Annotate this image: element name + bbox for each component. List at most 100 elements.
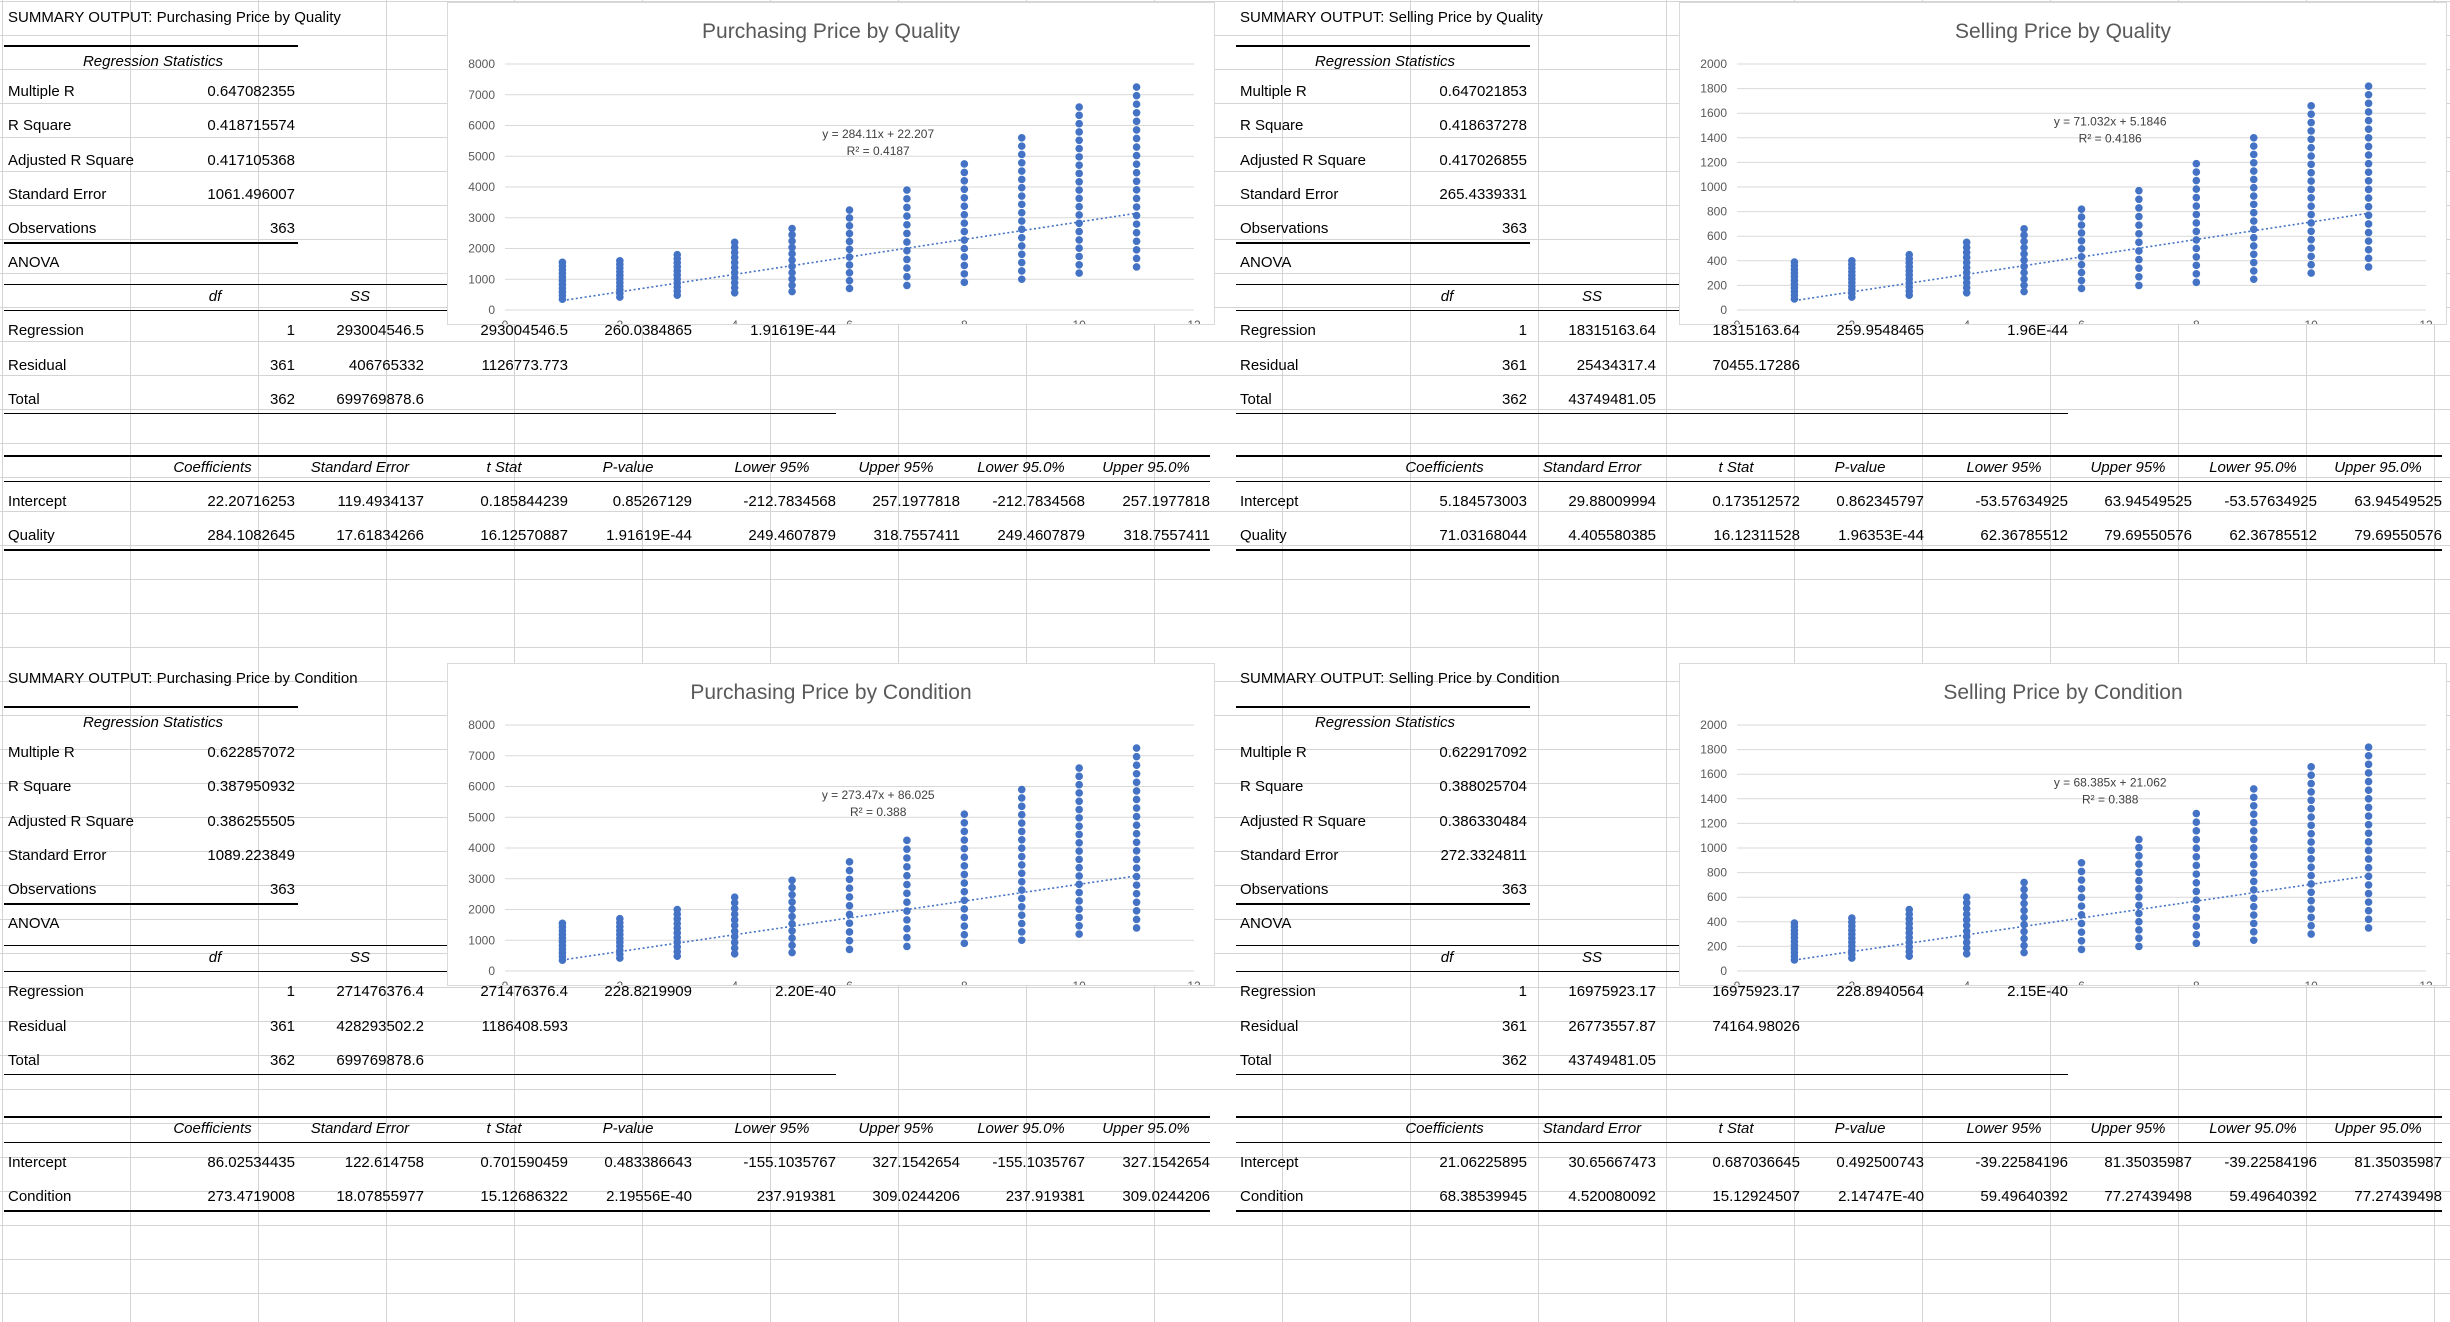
anova-cell[interactable]: 1 <box>286 983 295 1000</box>
reg-stat-value[interactable]: 272.3324811 <box>1440 847 1527 864</box>
coef-cell[interactable]: 273.4719008 <box>207 1188 295 1205</box>
coef-cell[interactable]: 0.687036645 <box>1712 1154 1800 1171</box>
reg-stat-value[interactable]: 0.386330484 <box>1439 813 1527 830</box>
anova-cell[interactable]: 1.91619E-44 <box>750 322 836 339</box>
coef-cell[interactable]: 77.27439498 <box>2104 1188 2192 1205</box>
coef-cell[interactable]: 0.701590459 <box>480 1154 568 1171</box>
coef-cell[interactable]: 257.1977818 <box>1122 493 1210 510</box>
anova-cell[interactable]: 361 <box>1501 1018 1527 1035</box>
coef-cell[interactable]: 327.1542654 <box>1122 1154 1210 1171</box>
anova-cell[interactable]: 228.8940564 <box>1836 983 1924 1000</box>
reg-stat-value[interactable]: 0.387950932 <box>207 778 295 795</box>
coef-cell[interactable]: 1.96353E-44 <box>1838 527 1924 544</box>
coef-cell[interactable]: 318.7557411 <box>1123 527 1210 544</box>
coef-cell[interactable]: 71.03168044 <box>1439 527 1527 544</box>
coef-cell[interactable]: 59.49640392 <box>1980 1188 2068 1205</box>
reg-stat-value[interactable]: 1061.496007 <box>207 186 295 203</box>
coef-cell[interactable]: 4.405580385 <box>1568 527 1656 544</box>
coef-cell[interactable]: 2.19556E-40 <box>606 1188 692 1205</box>
coef-cell[interactable]: -39.22584196 <box>2224 1154 2317 1171</box>
anova-cell[interactable]: 26773557.87 <box>1568 1018 1656 1035</box>
coef-cell[interactable]: 0.492500743 <box>1836 1154 1924 1171</box>
coef-cell[interactable]: 18.07855977 <box>336 1188 424 1205</box>
coef-cell[interactable]: 0.483386643 <box>604 1154 692 1171</box>
coef-cell[interactable]: 63.94549525 <box>2354 493 2442 510</box>
anova-cell[interactable]: 25434317.4 <box>1576 357 1656 374</box>
reg-stat-value[interactable]: 0.418715574 <box>207 117 295 134</box>
coef-cell[interactable]: -212.7834568 <box>992 493 1085 510</box>
coef-cell[interactable]: 81.35035987 <box>2354 1154 2442 1171</box>
coef-cell[interactable]: 79.69550576 <box>2104 527 2192 544</box>
anova-cell[interactable]: 16975923.17 <box>1712 983 1800 1000</box>
coef-cell[interactable]: 62.36785512 <box>2229 527 2317 544</box>
coef-cell[interactable]: 237.919381 <box>1005 1188 1085 1205</box>
coef-cell[interactable]: 249.4607879 <box>997 527 1085 544</box>
anova-cell[interactable]: 18315163.64 <box>1568 322 1656 339</box>
coef-cell[interactable]: 86.02534435 <box>207 1154 295 1171</box>
coef-cell[interactable]: 30.65667473 <box>1568 1154 1656 1171</box>
coef-cell[interactable]: 15.12924507 <box>1712 1188 1800 1205</box>
coef-cell[interactable]: 15.12686322 <box>480 1188 568 1205</box>
coef-cell[interactable]: 0.85267129 <box>612 493 692 510</box>
coef-cell[interactable]: 309.0244206 <box>1122 1188 1210 1205</box>
anova-cell[interactable]: 260.0384865 <box>604 322 692 339</box>
coef-cell[interactable]: 1.91619E-44 <box>606 527 692 544</box>
anova-cell[interactable]: 43749481.05 <box>1568 1052 1656 1069</box>
anova-cell[interactable]: 361 <box>269 1018 295 1035</box>
anova-cell[interactable]: 362 <box>1501 1052 1527 1069</box>
reg-stat-value[interactable]: 0.622917092 <box>1439 744 1527 761</box>
anova-cell[interactable]: 699769878.6 <box>336 1052 424 1069</box>
coef-cell[interactable]: 122.614758 <box>344 1154 424 1171</box>
coef-cell[interactable]: 68.38539945 <box>1439 1188 1527 1205</box>
coef-cell[interactable]: 327.1542654 <box>872 1154 960 1171</box>
anova-cell[interactable]: 18315163.64 <box>1712 322 1800 339</box>
coef-cell[interactable]: 77.27439498 <box>2354 1188 2442 1205</box>
reg-stat-value[interactable]: 0.386255505 <box>207 813 295 830</box>
reg-stat-value[interactable]: 0.647021853 <box>1439 83 1527 100</box>
coef-cell[interactable]: -155.1035767 <box>992 1154 1085 1171</box>
coef-cell[interactable]: 0.862345797 <box>1836 493 1924 510</box>
reg-stat-value[interactable]: 0.418637278 <box>1439 117 1527 134</box>
anova-cell[interactable]: 1126773.773 <box>481 357 568 374</box>
coef-cell[interactable]: 63.94549525 <box>2104 493 2192 510</box>
coef-cell[interactable]: 0.173512572 <box>1712 493 1800 510</box>
anova-cell[interactable]: 1 <box>1518 983 1527 1000</box>
coef-cell[interactable]: 62.36785512 <box>1980 527 2068 544</box>
coef-cell[interactable]: 2.14747E-40 <box>1838 1188 1924 1205</box>
reg-stat-value[interactable]: 0.388025704 <box>1439 778 1527 795</box>
scatter-chart[interactable]: Selling Price by Quality 0 200 400 600 800 100… <box>1679 2 2447 325</box>
anova-cell[interactable]: 259.9548465 <box>1836 322 1924 339</box>
anova-cell[interactable]: 428293502.2 <box>336 1018 424 1035</box>
anova-cell[interactable]: 2.20E-40 <box>775 983 836 1000</box>
anova-cell[interactable]: 1 <box>1518 322 1527 339</box>
coef-cell[interactable]: -39.22584196 <box>1975 1154 2068 1171</box>
coef-cell[interactable]: 5.184573003 <box>1439 493 1527 510</box>
coef-cell[interactable]: -155.1035767 <box>743 1154 836 1171</box>
anova-cell[interactable]: 293004546.5 <box>336 322 424 339</box>
anova-cell[interactable]: 699769878.6 <box>336 391 424 408</box>
coef-cell[interactable]: 309.0244206 <box>872 1188 960 1205</box>
coef-cell[interactable]: 22.20716253 <box>207 493 295 510</box>
anova-cell[interactable]: 293004546.5 <box>480 322 568 339</box>
anova-cell[interactable]: 70455.17286 <box>1712 357 1800 374</box>
coef-cell[interactable]: 318.7557411 <box>873 527 960 544</box>
coef-cell[interactable]: 59.49640392 <box>2229 1188 2317 1205</box>
anova-cell[interactable]: 1186408.593 <box>481 1018 568 1035</box>
coef-cell[interactable]: 29.88009994 <box>1568 493 1656 510</box>
coef-cell[interactable]: -53.57634925 <box>2224 493 2317 510</box>
coef-cell[interactable]: 16.12570887 <box>480 527 568 544</box>
reg-stat-value[interactable]: 1089.223849 <box>207 847 295 864</box>
coef-cell[interactable]: 237.919381 <box>756 1188 836 1205</box>
reg-stat-value[interactable]: 363 <box>269 881 295 898</box>
anova-cell[interactable]: 362 <box>269 1052 295 1069</box>
reg-stat-value[interactable]: 363 <box>269 220 295 237</box>
anova-cell[interactable]: 228.8219909 <box>604 983 692 1000</box>
reg-stat-value[interactable]: 363 <box>1501 881 1527 898</box>
reg-stat-value[interactable]: 0.417026855 <box>1439 152 1527 169</box>
coef-cell[interactable]: 0.185844239 <box>480 493 568 510</box>
coef-cell[interactable]: 81.35035987 <box>2104 1154 2192 1171</box>
anova-cell[interactable]: 361 <box>269 357 295 374</box>
reg-stat-value[interactable]: 363 <box>1501 220 1527 237</box>
coef-cell[interactable]: 249.4607879 <box>748 527 836 544</box>
scatter-chart[interactable]: Selling Price by Condition 0 200 400 600 800 1… <box>1679 663 2447 986</box>
